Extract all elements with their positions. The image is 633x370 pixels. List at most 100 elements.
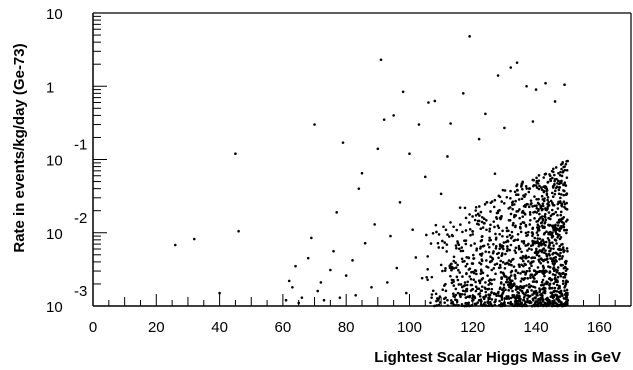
- data-point: [234, 152, 237, 155]
- data-point: [500, 214, 503, 218]
- data-point: [541, 250, 544, 254]
- data-point: [329, 268, 332, 272]
- data-point: [491, 256, 494, 260]
- data-point: [535, 247, 538, 251]
- data-point: [474, 209, 477, 212]
- data-point: [520, 250, 523, 254]
- data-point: [531, 239, 534, 243]
- data-point: [431, 231, 435, 235]
- data-point: [520, 240, 524, 243]
- data-point: [525, 284, 528, 287]
- data-point: [442, 225, 445, 229]
- data-point: [471, 233, 475, 236]
- data-point: [560, 257, 564, 260]
- data-point: [512, 257, 515, 261]
- data-point: [537, 302, 540, 305]
- data-point: [566, 249, 569, 253]
- data-point: [389, 234, 392, 238]
- data-point: [443, 301, 447, 304]
- data-point: [522, 221, 526, 225]
- data-point: [524, 256, 527, 260]
- data-point: [465, 256, 468, 259]
- data-point: [561, 217, 564, 221]
- data-point: [306, 256, 310, 260]
- data-point: [505, 295, 508, 298]
- data-point: [553, 226, 557, 230]
- data-point: [551, 231, 554, 234]
- data-point: [492, 205, 496, 209]
- data-point: [500, 254, 503, 258]
- data-point: [505, 249, 509, 253]
- data-point: [526, 249, 529, 252]
- data-point: [527, 260, 530, 263]
- data-point: [493, 225, 496, 229]
- data-point: [561, 255, 564, 258]
- data-point: [543, 251, 546, 255]
- data-point: [441, 246, 445, 250]
- data-point: [449, 122, 452, 125]
- data-point: [493, 263, 497, 266]
- data-point: [559, 213, 563, 217]
- data-point: [529, 199, 533, 202]
- data-point: [551, 184, 555, 188]
- data-point: [553, 276, 557, 280]
- data-point: [479, 262, 483, 266]
- data-point: [497, 226, 501, 230]
- data-point: [527, 247, 531, 250]
- data-point: [524, 294, 527, 297]
- data-point: [528, 213, 532, 216]
- data-point: [534, 289, 538, 293]
- data-point: [553, 100, 557, 103]
- data-point: [508, 233, 512, 237]
- data-point: [322, 298, 326, 302]
- data-point: [516, 189, 519, 192]
- data-point: [554, 223, 557, 227]
- data-point: [488, 236, 491, 240]
- data-point: [501, 188, 505, 192]
- data-point: [527, 230, 530, 234]
- data-point: [501, 229, 504, 233]
- data-point: [469, 277, 473, 281]
- data-point: [499, 271, 503, 274]
- data-point: [566, 159, 570, 163]
- data-point: [545, 282, 549, 286]
- data-point: [537, 209, 540, 212]
- data-point: [506, 283, 510, 287]
- data-point: [454, 287, 458, 291]
- data-point: [543, 221, 546, 225]
- data-point: [535, 206, 539, 210]
- data-point: [478, 292, 482, 295]
- data-point: [542, 199, 546, 203]
- data-point: [530, 256, 533, 260]
- data-point: [549, 247, 552, 250]
- data-point: [557, 200, 560, 204]
- data-point: [531, 275, 535, 279]
- data-point: [553, 273, 557, 277]
- data-point: [553, 259, 556, 263]
- data-point: [532, 285, 535, 289]
- data-point: [513, 273, 517, 277]
- data-point: [565, 247, 569, 250]
- data-point: [562, 266, 566, 270]
- data-point: [544, 218, 548, 222]
- x-tick-label: 140: [524, 319, 549, 336]
- data-point: [454, 266, 458, 269]
- data-point: [539, 221, 543, 225]
- data-point: [477, 223, 481, 226]
- data-point: [536, 223, 540, 227]
- data-point: [455, 228, 459, 232]
- data-point: [463, 293, 467, 296]
- data-point: [521, 215, 525, 218]
- data-point: [560, 174, 564, 178]
- data-point: [538, 290, 541, 294]
- data-point: [526, 300, 530, 304]
- data-point: [497, 256, 500, 260]
- data-point: [546, 302, 549, 306]
- data-point: [495, 217, 499, 220]
- data-point: [556, 182, 559, 185]
- data-point: [429, 242, 433, 245]
- data-point: [437, 246, 441, 249]
- data-point: [564, 295, 568, 299]
- data-point: [534, 88, 538, 91]
- data-point: [498, 232, 501, 236]
